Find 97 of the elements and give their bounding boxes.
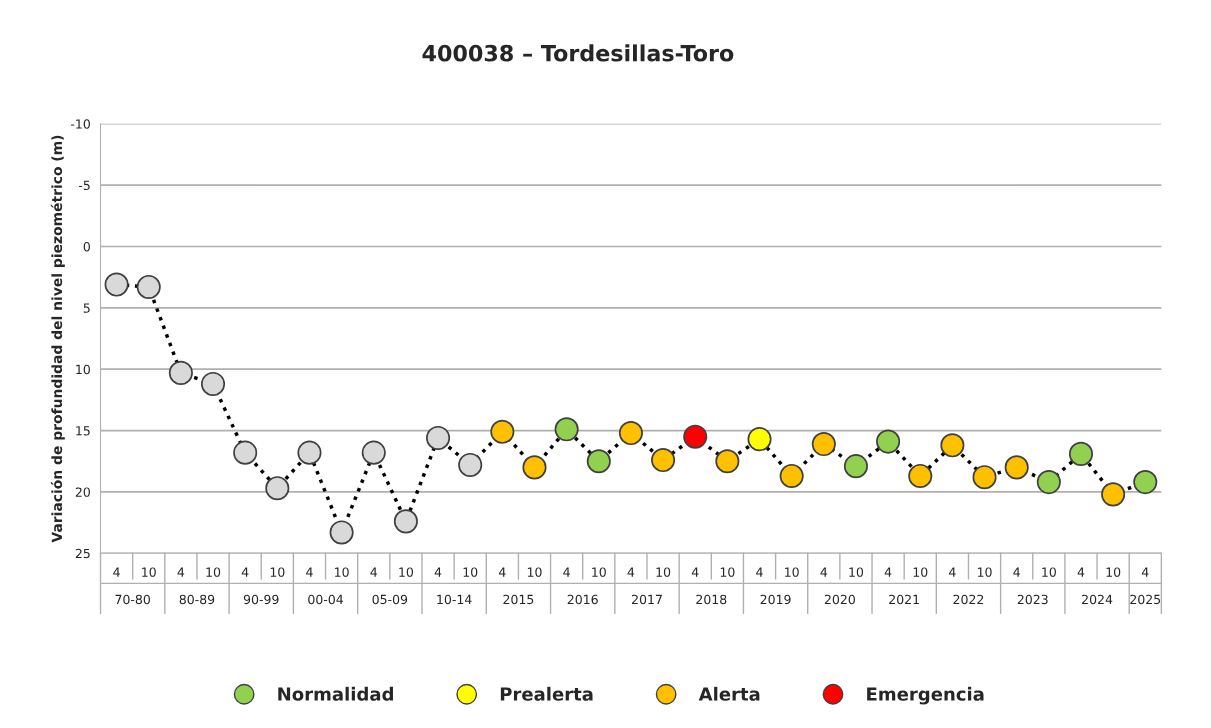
point <box>779 463 804 488</box>
x-tick-label: 10 <box>849 567 864 577</box>
point <box>972 465 997 490</box>
text: 2025 <box>1130 594 1161 605</box>
y-tick-label: -10 <box>70 119 90 129</box>
y-tick-label: 25 <box>75 548 90 559</box>
y-tick-label: 0 <box>83 241 90 252</box>
legend-label: Normalidad <box>278 686 393 701</box>
text: 80-89 <box>179 594 215 605</box>
point <box>136 274 161 300</box>
text: 2018 <box>696 594 727 605</box>
point <box>329 520 354 545</box>
x-tick-label: 10 <box>399 567 414 577</box>
x-tick-label: 10 <box>527 567 542 577</box>
x-tick-label: 4 <box>691 567 699 577</box>
point <box>876 429 901 454</box>
point <box>168 360 193 385</box>
text: 2022 <box>953 594 984 605</box>
x-tick-label: 10 <box>720 567 735 577</box>
x-tick-label: 4 <box>1013 567 1020 577</box>
text: 2024 <box>1082 594 1113 605</box>
point <box>265 476 290 501</box>
point <box>811 432 836 457</box>
point <box>1036 470 1061 495</box>
text: 2017 <box>632 594 662 605</box>
x-tick-label: 10 <box>1042 567 1056 577</box>
x-tick-label: 4 <box>1141 567 1149 577</box>
x-tick-label: 4 <box>498 567 506 577</box>
x-tick-label: 4 <box>241 567 249 577</box>
text: 2023 <box>1017 594 1048 605</box>
point <box>1101 482 1126 507</box>
x-tick-label: 10 <box>656 567 671 577</box>
x-tick-label: 10 <box>206 567 221 577</box>
y-tick-label: -5 <box>78 180 90 191</box>
text: 10-14 <box>437 594 472 605</box>
x-tick-label: 4 <box>434 567 442 577</box>
text: 00-04 <box>308 594 343 605</box>
point <box>908 463 933 488</box>
x-tick-label: 10 <box>913 567 928 577</box>
text: 05-09 <box>372 594 408 605</box>
x-tick-label: 4 <box>113 567 120 577</box>
point <box>1004 455 1029 480</box>
point <box>200 371 226 396</box>
point <box>361 440 386 465</box>
point <box>233 440 258 465</box>
chart-title: 400038 – Tordesillas-Toro <box>422 44 734 62</box>
point <box>554 417 579 442</box>
point <box>843 454 868 479</box>
x-tick-label: 10 <box>1106 567 1121 577</box>
point <box>458 452 483 477</box>
x-tick-label: 10 <box>142 567 156 577</box>
legend-label: Alerta <box>698 686 760 701</box>
y-tick-label: 20 <box>75 487 90 497</box>
x-tick-label: 10 <box>270 567 285 577</box>
x-tick-label: 4 <box>177 567 185 577</box>
text: 2015 <box>503 594 534 605</box>
text: 2021 <box>889 594 919 605</box>
x-tick-label: 10 <box>785 567 799 577</box>
x-tick-label: 10 <box>977 567 992 577</box>
text: 70-80 <box>115 594 150 605</box>
point <box>586 449 611 474</box>
x-tick-label: 4 <box>370 567 378 577</box>
point <box>747 427 772 452</box>
y-tick-label: 15 <box>76 426 90 436</box>
point <box>522 455 547 480</box>
point <box>683 424 708 449</box>
x-tick-label: 4 <box>306 567 313 577</box>
point <box>618 420 643 446</box>
text: 2019 <box>760 594 791 605</box>
point <box>297 440 322 465</box>
x-tick-label: 10 <box>335 567 349 577</box>
text: 2016 <box>567 594 598 605</box>
x-tick-label: 10 <box>463 567 478 577</box>
legend-label: Prealerta <box>500 686 593 701</box>
x-tick-label: 4 <box>820 567 828 577</box>
point <box>1133 470 1158 495</box>
text: 2020 <box>824 594 855 605</box>
x-tick-label: 4 <box>756 567 763 577</box>
point <box>940 433 965 458</box>
x-tick-label: 4 <box>949 567 956 577</box>
y-axis-title: Variación de profundidad del nivel piezométrico (m) <box>50 135 65 543</box>
y-tick-label: 5 <box>83 303 90 313</box>
point <box>393 509 418 534</box>
legend-label: Emergencia <box>867 686 984 705</box>
y-tick-label: 10 <box>76 364 90 375</box>
text: 90-99 <box>243 594 279 605</box>
point <box>715 449 740 474</box>
x-tick-label: 10 <box>592 567 606 577</box>
point <box>651 447 676 473</box>
x-tick-label: 4 <box>627 567 635 577</box>
x-tick-label: 4 <box>563 567 570 577</box>
x-tick-label: 4 <box>884 567 892 577</box>
x-tick-label: 4 <box>1077 567 1085 577</box>
point <box>104 272 129 297</box>
point <box>1068 441 1094 466</box>
point <box>490 419 515 444</box>
point <box>426 425 451 450</box>
